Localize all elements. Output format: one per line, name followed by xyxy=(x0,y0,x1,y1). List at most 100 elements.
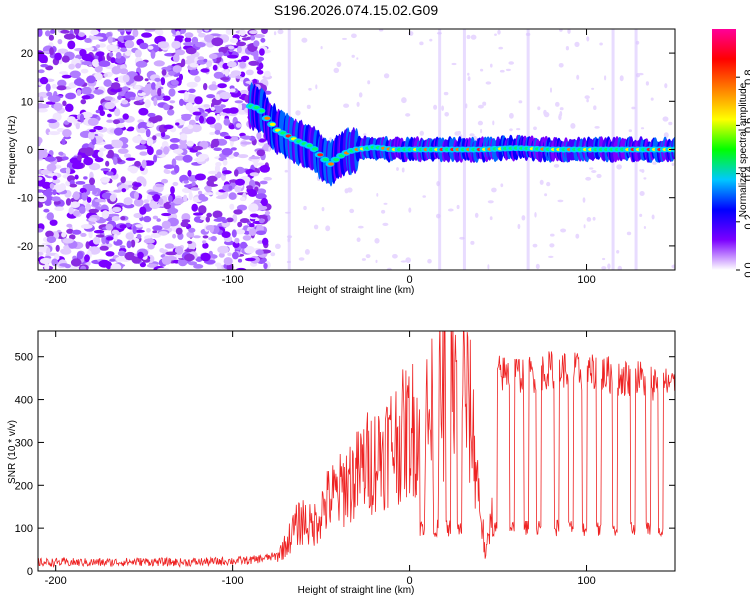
heatmap-noise-cell xyxy=(208,84,218,91)
heatmap-noise-cell xyxy=(230,147,237,151)
heatmap-noise-cell xyxy=(123,153,132,158)
heatmap-noise-cell xyxy=(234,100,243,104)
heatmap-noise-cell xyxy=(204,184,212,193)
y-tick-label: 200 xyxy=(15,480,33,492)
heatmap-faint-cell xyxy=(585,176,592,181)
heatmap-noise-cell xyxy=(98,259,110,268)
heatmap-faint-cell xyxy=(342,37,347,40)
heatmap-noise-cell xyxy=(141,32,153,38)
heatmap-faint-cell xyxy=(466,34,471,40)
heatmap-noise-cell xyxy=(120,216,126,221)
heatmap-faint-cell xyxy=(400,260,407,263)
heatmap-noise-cell xyxy=(220,77,230,81)
heatmap-noise-cell xyxy=(209,225,214,233)
heatmap-noise-cell xyxy=(107,36,113,44)
heatmap-noise-cell xyxy=(221,219,228,224)
heatmap-noise-cell xyxy=(105,160,110,167)
heatmap-noise-cell xyxy=(70,258,82,267)
heatmap-noise-cell xyxy=(92,236,101,245)
heatmap-noise-cell xyxy=(113,127,124,136)
heatmap-faint-cell xyxy=(582,197,586,203)
heatmap-faint-cell xyxy=(604,75,607,81)
heatmap-faint-cell xyxy=(555,101,560,107)
heatmap-noise-cell xyxy=(86,75,96,84)
heatmap-noise-cell xyxy=(214,164,221,173)
heatmap-noise-cell xyxy=(61,156,69,161)
heatmap-faint-cell xyxy=(509,112,514,119)
heatmap-noise-cell xyxy=(171,40,182,49)
heatmap-noise-cell xyxy=(154,29,162,35)
heatmap-noise-cell xyxy=(211,37,224,47)
heatmap-noise-cell xyxy=(124,40,135,49)
colorbar-tick-label: 0.2 xyxy=(743,214,750,229)
heatmap-faint-cell xyxy=(477,120,483,126)
colorbar: 0.0 0.2 0.4 0.6 0.8 Normalized spectral ampl… xyxy=(712,29,750,278)
heatmap-noise-cell xyxy=(185,47,197,55)
heatmap-faint-cell xyxy=(664,83,668,89)
heatmap-faint-cell xyxy=(470,34,477,40)
heatmap-noise-cell xyxy=(95,109,101,114)
heatmap-noise-cell xyxy=(185,102,194,111)
heatmap-noise-cell xyxy=(82,183,95,189)
y-tick-label: 20 xyxy=(21,48,33,60)
heatmap-noise-cell xyxy=(168,195,173,203)
heatmap-noise-cell xyxy=(208,170,219,175)
heatmap-noise-cell xyxy=(46,163,57,172)
heatmap-noise-cell xyxy=(84,147,94,157)
heatmap-noise-cell xyxy=(184,32,194,38)
heatmap-noise-cell xyxy=(264,90,272,95)
heatmap-noise-cell xyxy=(121,99,129,105)
heatmap-noise-cell xyxy=(98,60,111,67)
heatmap-noise-cell xyxy=(107,149,115,158)
heatmap-faint-cell xyxy=(537,106,541,111)
heatmap-faint-cell xyxy=(470,240,475,245)
heatmap-faint-cell xyxy=(467,76,471,81)
heatmap-noise-cell xyxy=(183,180,189,184)
heatmap-noise-cell xyxy=(197,56,205,60)
heatmap-faint-cell xyxy=(553,164,560,168)
heatmap-faint-cell xyxy=(586,36,590,42)
heatmap-noise-cell xyxy=(55,244,60,252)
heatmap-noise-cell xyxy=(204,29,210,32)
heatmap-faint-cell xyxy=(601,266,607,270)
heatmap-noise-cell xyxy=(72,229,82,235)
heatmap-noise-cell xyxy=(165,256,177,261)
heatmap-noise-cell xyxy=(256,131,262,140)
heatmap-noise-cell xyxy=(239,218,250,224)
colorbar-gradient xyxy=(712,29,736,270)
spectrogram-y-axis-label: Frequency (Hz) xyxy=(7,116,18,185)
heatmap-noise-cell xyxy=(248,203,259,213)
heatmap-noise-cell xyxy=(121,86,129,92)
heatmap-noise-cell xyxy=(49,47,54,56)
heatmap-noise-cell xyxy=(93,89,104,95)
heatmap-noise-cell xyxy=(57,79,67,88)
heatmap-faint-cell xyxy=(616,164,622,170)
heatmap-noise-cell xyxy=(240,141,252,145)
heatmap-noise-cell xyxy=(157,41,170,49)
heatmap-faint-cell xyxy=(480,68,484,72)
heatmap-faint-cell xyxy=(480,128,483,134)
heatmap-noise-cell xyxy=(198,193,206,201)
heatmap-noise-cell xyxy=(214,122,223,132)
heatmap-noise-cell xyxy=(99,110,106,116)
heatmap-noise-cell xyxy=(109,258,116,262)
heatmap-faint-cell xyxy=(405,257,412,263)
heatmap-noise-cell xyxy=(183,194,188,202)
heatmap-noise-cell xyxy=(78,206,86,214)
heatmap-noise-cell xyxy=(46,235,57,244)
heatmap-noise-cell xyxy=(120,47,128,53)
heatmap-faint-cell xyxy=(593,105,597,110)
heatmap-noise-cell xyxy=(137,251,144,259)
heatmap-faint-cell xyxy=(374,238,380,244)
heatmap-noise-cell xyxy=(198,32,206,38)
heatmap-noise-cell xyxy=(115,123,125,128)
heatmap-noise-cell xyxy=(111,229,120,235)
heatmap-faint-cell xyxy=(592,216,596,221)
heatmap-faint-cell xyxy=(490,63,493,68)
heatmap-noise-cell xyxy=(97,151,104,158)
heatmap-noise-cell xyxy=(213,147,222,151)
heatmap-faint-cell xyxy=(643,177,647,180)
heatmap-noise-cell xyxy=(174,164,180,174)
heatmap-faint-cell xyxy=(277,29,284,35)
heatmap-noise-cell xyxy=(195,115,200,122)
